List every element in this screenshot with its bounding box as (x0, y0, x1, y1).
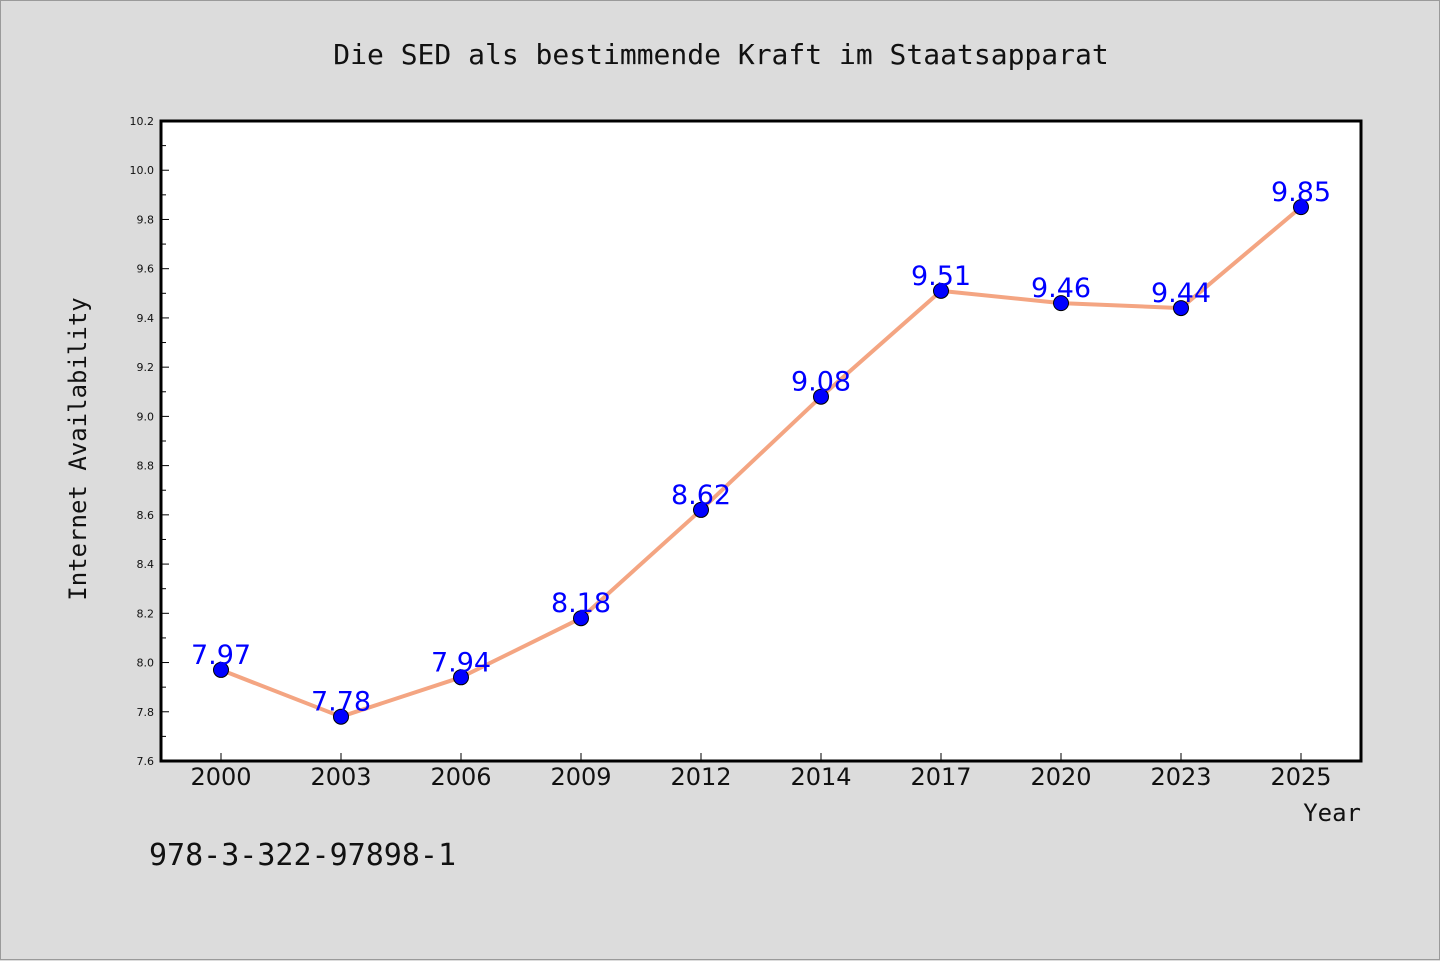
data-label: 9.46 (1031, 273, 1091, 304)
x-tick-label: 2023 (1150, 763, 1211, 791)
y-tick-label: 8.8 (137, 460, 155, 473)
data-label: 9.44 (1151, 278, 1211, 309)
data-label: 9.85 (1271, 177, 1331, 208)
y-tick-label: 9.0 (137, 410, 155, 423)
data-point (1173, 300, 1189, 317)
y-tick-label: 10.0 (130, 164, 155, 177)
data-point (213, 661, 229, 678)
data-point (813, 388, 829, 405)
x-tick-label: 2012 (670, 763, 731, 791)
y-tick-label: 9.6 (137, 263, 155, 276)
x-tick-label: 2025 (1270, 763, 1331, 791)
chart-title: Die SED als bestimmende Kraft im Staatsa… (333, 38, 1108, 71)
y-tick-label: 9.2 (137, 361, 155, 374)
data-label: 7.94 (431, 647, 491, 678)
x-tick-label: 2003 (310, 763, 371, 791)
x-axis-label: Year (1303, 799, 1361, 827)
data-point (573, 610, 589, 627)
y-tick-label: 10.2 (130, 115, 155, 128)
y-tick-label: 8.0 (137, 657, 155, 670)
data-point (933, 282, 949, 299)
data-point (333, 708, 349, 725)
data-label: 9.51 (911, 261, 971, 292)
x-tick-label: 2000 (190, 763, 251, 791)
isbn-annotation: 978-3-322-97898-1 (149, 838, 456, 873)
data-point (1293, 199, 1309, 216)
data-label: 8.18 (551, 588, 611, 619)
x-tick-label: 2020 (1030, 763, 1091, 791)
y-tick-label: 8.2 (137, 607, 155, 620)
y-tick-label: 9.4 (137, 312, 155, 325)
y-tick-label: 7.8 (137, 706, 155, 719)
data-label: 7.97 (191, 640, 251, 671)
series-line (219, 205, 1303, 719)
data-label: 8.62 (671, 480, 731, 511)
plot-area (159, 119, 1363, 763)
y-axis-label: Internet Availability (64, 297, 92, 600)
data-label: 7.78 (311, 687, 371, 718)
x-tick-label: 2017 (910, 763, 971, 791)
x-tick-label: 2014 (790, 763, 851, 791)
data-point (693, 501, 709, 518)
y-tick-label: 8.4 (137, 558, 155, 571)
data-label: 9.08 (791, 367, 851, 398)
x-axis: 2000 2003 2006 2009 2012 2014 2017 2020 2023 2025 (190, 753, 1332, 791)
y-tick-label: 7.6 (137, 755, 155, 768)
x-tick-label: 2009 (550, 763, 611, 791)
y-axis: 7.6 7.8 8.0 8.2 8.4 8.6 8.8 9.0 9.2 9.4 9.6 9.8 10.0… (130, 115, 169, 768)
y-tick-label: 9.8 (137, 213, 155, 226)
x-tick-label: 2006 (430, 763, 491, 791)
y-tick-label: 8.6 (137, 509, 155, 522)
series-line-group: 7.97 7.78 7.94 8.18 8.62 9.08 9.51 9.46 9.44 9.85 (191, 177, 1331, 725)
data-point (453, 669, 469, 686)
data-point (1053, 295, 1069, 312)
